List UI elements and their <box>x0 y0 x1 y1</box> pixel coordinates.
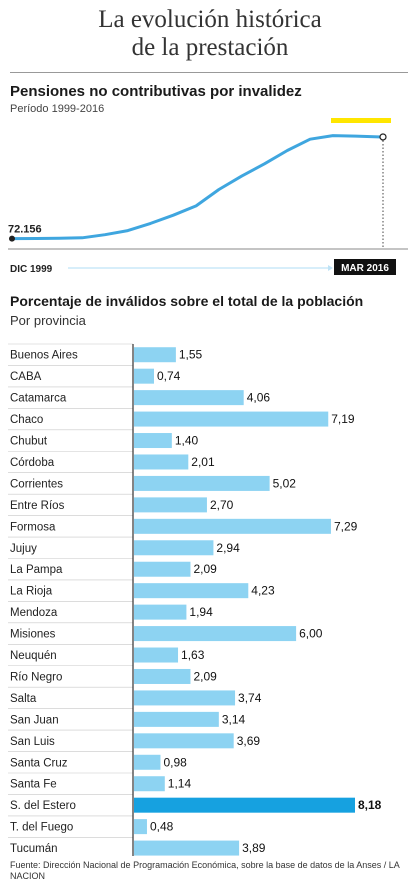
bar-category-label: Catamarca <box>10 393 67 405</box>
bar-value-label: 3,69 <box>237 734 261 748</box>
bar <box>134 647 179 663</box>
bar-category-label: San Juan <box>10 714 59 726</box>
bar-value-label: 2,94 <box>216 541 240 555</box>
bar <box>134 583 249 599</box>
bar-value-label: 1,94 <box>189 605 213 619</box>
bar-category-label: Salta <box>10 693 37 705</box>
bar-value-label: 7,19 <box>331 412 355 426</box>
bar <box>134 497 207 513</box>
bar-value-label: 3,74 <box>238 691 262 705</box>
bar-value-label: 7,29 <box>334 519 358 533</box>
bar-value-label: 6,00 <box>299 627 323 641</box>
bar <box>134 561 191 577</box>
bar <box>134 433 172 449</box>
line-chart-x-start-label: DIC 1999 <box>10 264 53 275</box>
bar-category-label: Tucumán <box>10 843 58 855</box>
bar-chart-title: Porcentaje de inválidos sobre el total d… <box>10 293 364 309</box>
bar-category-label: T. del Fuego <box>10 822 73 834</box>
bar-category-label: Río Negro <box>10 671 62 683</box>
bar-category-label: Misiones <box>10 629 56 641</box>
bar <box>134 733 234 749</box>
line-chart-end-point <box>379 133 387 141</box>
line-chart-x-end-label: MAR 2016 <box>341 263 389 274</box>
bar-value-label: 3,89 <box>242 841 266 855</box>
line-chart-time-arrow-head <box>328 265 333 271</box>
page-title-line-1: La evolución histórica <box>98 6 322 33</box>
bar-value-label: 2,09 <box>193 562 217 576</box>
bar <box>134 797 355 813</box>
page-title: La evolución histórica de la prestación <box>0 6 420 62</box>
bar-value-label: 5,02 <box>273 476 297 490</box>
bar-chart-subtitle: Por provincia <box>10 313 86 328</box>
bar-category-label: Chubut <box>10 436 48 448</box>
bar-value-label: 2,01 <box>191 455 215 469</box>
bar <box>134 518 331 534</box>
line-chart-subtitle: Período 1999-2016 <box>10 103 105 115</box>
line-chart-start-point <box>9 235 15 242</box>
bar-value-label: 2,09 <box>193 669 217 683</box>
bar <box>134 368 154 384</box>
bar-value-label: 0,98 <box>163 755 187 769</box>
bar <box>134 840 240 856</box>
line-chart-start-label: 72.156 <box>8 224 42 236</box>
bar <box>134 411 329 427</box>
bar-value-label: 4,06 <box>247 391 271 405</box>
bar-value-label: 2,70 <box>210 498 234 512</box>
bar <box>134 626 297 642</box>
page-title-line-2: de la prestación <box>131 34 289 61</box>
line-chart-title: Pensiones no contributivas por invalidez <box>10 83 302 100</box>
bar <box>134 454 189 470</box>
bar-category-label: Entre Ríos <box>10 500 65 512</box>
bar-category-label: S. del Estero <box>10 800 76 812</box>
bar-category-label: Jujuy <box>10 543 37 555</box>
bar-value-label: 0,74 <box>157 369 181 383</box>
bar-category-label: Santa Fe <box>10 779 57 791</box>
line-chart-x-end-label-box <box>334 259 396 275</box>
bar-category-label: Chaco <box>10 414 43 426</box>
bar-value-label: 1,63 <box>181 648 205 662</box>
bar <box>134 604 187 620</box>
bar-value-label: 3,14 <box>222 712 246 726</box>
bar-category-label: Mendoza <box>10 607 58 619</box>
bar-category-label: Santa Cruz <box>10 757 68 769</box>
bar-category-label: Neuquén <box>10 650 57 662</box>
bar <box>134 475 270 491</box>
line-chart-end-label: 1.061.265 <box>334 118 388 121</box>
bar <box>134 711 219 727</box>
title-divider <box>10 72 408 73</box>
bar-category-label: Formosa <box>10 521 56 533</box>
bar-value-label: 1,55 <box>179 348 203 362</box>
bar-value-label: 1,14 <box>168 777 192 791</box>
bar-category-label: CABA <box>10 371 42 383</box>
bar-category-label: Córdoba <box>10 457 55 469</box>
bar <box>134 819 147 835</box>
bar-category-label: La Pampa <box>10 564 63 576</box>
bar <box>134 690 236 706</box>
bar-category-label: San Luis <box>10 736 55 748</box>
line-chart-series <box>11 134 384 241</box>
bar <box>134 776 165 792</box>
bar <box>134 540 214 556</box>
bar <box>134 390 244 406</box>
line-chart-end-label-box <box>331 118 391 123</box>
bar <box>134 668 191 684</box>
bar-value-label: 8,18 <box>358 798 382 812</box>
bar-value-label: 0,48 <box>150 820 174 834</box>
bar-category-label: Corrientes <box>10 478 63 490</box>
bar-category-label: La Rioja <box>10 586 53 598</box>
bar-value-label: 1,40 <box>175 434 199 448</box>
bar-chart: Buenos Aires 1,55 CABA 0,74 Catamarca 4,06 Cha… <box>8 343 382 856</box>
bar <box>134 347 176 363</box>
bar <box>134 754 161 770</box>
bar-category-label: Buenos Aires <box>10 350 78 362</box>
source-note: Fuente: Dirección Nacional de Programaci… <box>10 860 400 881</box>
line-chart: 72.156 1.061.265 DIC 1999 MAR 2016 <box>8 118 408 275</box>
bar-value-label: 4,23 <box>251 584 275 598</box>
